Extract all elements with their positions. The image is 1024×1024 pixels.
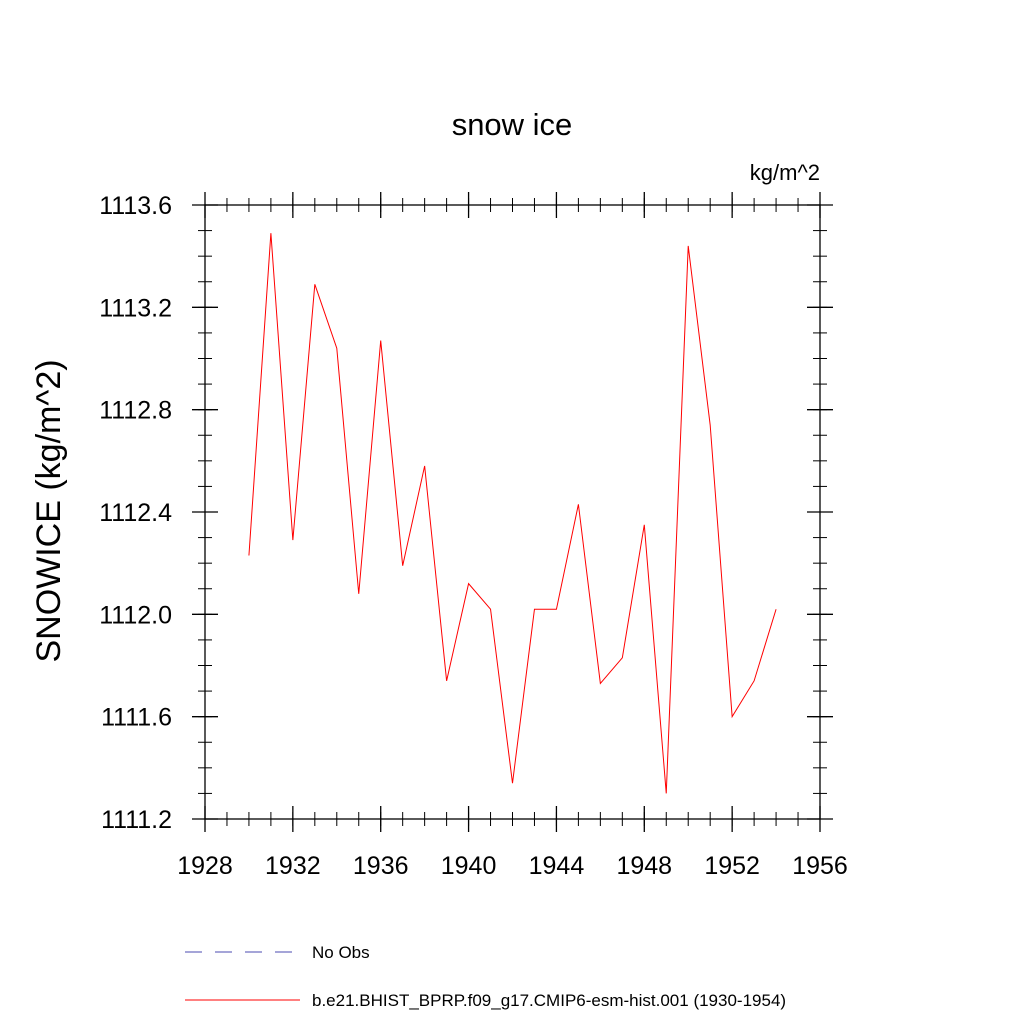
x-tick-label: 1928 bbox=[177, 852, 233, 880]
legend-label-0: No Obs bbox=[312, 943, 370, 962]
x-tick-label: 1952 bbox=[704, 852, 760, 880]
units-label: kg/m^2 bbox=[750, 160, 820, 185]
legend: No Obs b.e21.BHIST_BPRP.f09_g17.CMIP6-esm… bbox=[185, 943, 786, 1010]
x-tick-label: 1956 bbox=[792, 852, 848, 880]
y-tick-label: 1112.0 bbox=[99, 601, 172, 629]
x-tick-label: 1940 bbox=[441, 852, 497, 880]
x-tick-label: 1932 bbox=[265, 852, 321, 880]
x-tick-label: 1936 bbox=[353, 852, 409, 880]
plot-frame bbox=[204, 204, 821, 820]
minor-ticks bbox=[198, 198, 827, 826]
legend-label-1: b.e21.BHIST_BPRP.f09_g17.CMIP6-esm-hist.… bbox=[312, 991, 786, 1010]
x-tick-label: 1944 bbox=[529, 852, 585, 880]
x-tick-label: 1948 bbox=[616, 852, 672, 880]
y-axis-label: SNOWICE (kg/m^2) bbox=[30, 359, 68, 662]
y-tick-label: 1113.2 bbox=[99, 294, 172, 322]
major-ticks bbox=[192, 192, 833, 832]
chart-title: snow ice bbox=[452, 107, 573, 142]
x-tick-labels: 1928 1932 1936 1940 1944 1948 1952 1956 bbox=[177, 852, 848, 880]
y-tick-label: 1113.6 bbox=[99, 192, 172, 220]
series-line-1 bbox=[248, 233, 777, 794]
y-tick-label: 1111.6 bbox=[101, 704, 172, 732]
y-tick-label: 1112.4 bbox=[99, 499, 172, 527]
y-tick-label: 1111.2 bbox=[101, 806, 172, 834]
series-layer bbox=[248, 233, 777, 794]
y-tick-label: 1112.8 bbox=[99, 397, 172, 425]
y-tick-labels: 1111.2 1111.6 1112.0 1112.4 1112.8 1113.2 1113… bbox=[99, 192, 172, 834]
